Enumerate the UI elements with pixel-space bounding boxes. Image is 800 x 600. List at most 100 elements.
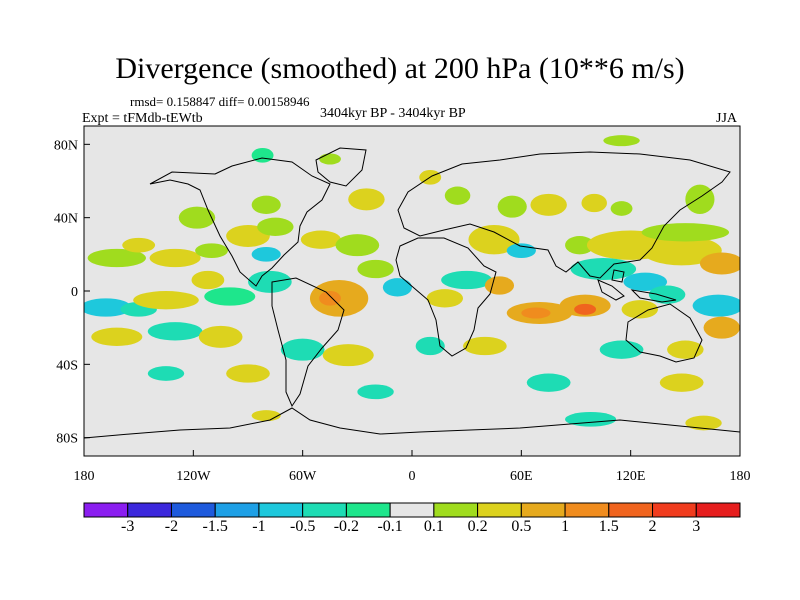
field-patch bbox=[226, 364, 270, 383]
colorbar-label: 3 bbox=[692, 518, 701, 535]
period-label: 3404kyr BP - 3404kyr BP bbox=[320, 106, 466, 121]
colorbar-swatch bbox=[433, 502, 479, 518]
field-patch bbox=[251, 247, 281, 262]
colorbar-label: 0.1 bbox=[423, 518, 444, 535]
field-patch bbox=[659, 373, 704, 392]
field-patch bbox=[692, 294, 740, 317]
colorbar-swatch bbox=[127, 502, 172, 518]
field-patch bbox=[319, 153, 341, 165]
field-patch bbox=[565, 236, 595, 255]
colorbar-swatch bbox=[477, 502, 522, 518]
field-patch bbox=[178, 206, 216, 229]
lon-tick-label: 180 bbox=[74, 469, 95, 484]
plot-title: Divergence (smoothed) at 200 hPa (10**6 … bbox=[115, 52, 685, 85]
field-patch bbox=[703, 316, 740, 339]
field-patch bbox=[133, 291, 199, 310]
experiment-label: Expt = tFMdb-tEWtb bbox=[82, 111, 203, 126]
field-patch bbox=[251, 148, 274, 163]
lon-tick-label: 60W bbox=[289, 469, 317, 484]
map-background bbox=[84, 126, 740, 456]
field-patch bbox=[147, 322, 203, 341]
field-patch bbox=[484, 276, 515, 295]
field-patch bbox=[468, 225, 520, 255]
coast-greenland bbox=[315, 147, 367, 187]
field-patch bbox=[685, 184, 715, 214]
field-patch bbox=[191, 270, 225, 290]
lat-tick-label: 40N bbox=[54, 212, 78, 227]
field-patch bbox=[641, 236, 722, 266]
field-patch bbox=[322, 344, 374, 367]
lat-tick-label: 80N bbox=[54, 138, 78, 153]
field-patch bbox=[198, 325, 243, 348]
coast-maritime-continent bbox=[597, 269, 677, 303]
colorbar-swatch bbox=[520, 502, 566, 518]
field-patch bbox=[648, 285, 686, 304]
field-patch bbox=[87, 248, 146, 268]
field-patch bbox=[506, 243, 536, 258]
field-patch bbox=[195, 243, 228, 258]
field-patch bbox=[348, 188, 385, 211]
field-patch bbox=[257, 217, 294, 236]
lat-axis: 80N 40N 0 40S 80S bbox=[54, 138, 90, 447]
field-patch bbox=[623, 272, 668, 292]
field-patch bbox=[280, 338, 325, 361]
colorbar-swatch bbox=[695, 502, 741, 518]
colorbar-label: -1 bbox=[252, 518, 266, 535]
colorbar-label: 2 bbox=[648, 518, 657, 535]
field-patch bbox=[581, 193, 607, 213]
lat-tick-label: 0 bbox=[71, 285, 78, 300]
colorbar-label: -2 bbox=[164, 518, 179, 535]
colorbar bbox=[83, 502, 741, 518]
field-patch bbox=[248, 270, 292, 293]
field-patch bbox=[357, 259, 394, 279]
coast-africa bbox=[395, 237, 497, 357]
colorbar-swatch bbox=[170, 502, 216, 518]
colorbar-label: 1.5 bbox=[598, 518, 619, 535]
colorbar-swatch bbox=[302, 502, 347, 518]
colorbar-label: -0.2 bbox=[333, 518, 360, 535]
coastlines bbox=[84, 147, 740, 439]
plot-area: 80N 40N 0 40S 80S 180 120W 60W 0 60E 120E 180 bbox=[54, 125, 751, 484]
field-patch bbox=[526, 373, 571, 392]
field-patch bbox=[251, 195, 281, 214]
field-patch bbox=[426, 289, 464, 308]
field-patch bbox=[149, 248, 201, 268]
field-patch bbox=[204, 287, 256, 306]
field-patch bbox=[147, 366, 185, 381]
lon-tick-label: 60E bbox=[510, 469, 533, 484]
field-patch bbox=[530, 193, 567, 216]
field-patch bbox=[610, 201, 633, 216]
field-patch bbox=[444, 186, 471, 205]
field-patch bbox=[382, 278, 412, 297]
field-patch bbox=[251, 410, 281, 422]
lon-axis: 180 120W 60W 0 60E 120E 180 bbox=[74, 450, 751, 484]
lon-tick-label: 0 bbox=[409, 469, 416, 484]
field-patch bbox=[521, 307, 551, 319]
field-patch bbox=[621, 300, 658, 319]
colorbar-label: -3 bbox=[121, 518, 135, 535]
field-patch bbox=[641, 223, 730, 242]
coast-australia bbox=[625, 303, 703, 363]
field-patch bbox=[122, 237, 156, 253]
stats-label: rmsd= 0.158847 diff= 0.00158946 bbox=[130, 94, 310, 109]
colorbar-swatch bbox=[345, 502, 391, 518]
field-patch bbox=[463, 336, 507, 356]
colorbar-label: 0.2 bbox=[467, 518, 488, 535]
coast-north-america bbox=[149, 157, 331, 287]
field-patch bbox=[565, 412, 617, 427]
season-label: JJA bbox=[716, 111, 738, 126]
field-patch bbox=[574, 303, 597, 315]
colorbar-swatch bbox=[389, 502, 435, 518]
coast-south-america bbox=[271, 277, 345, 408]
colorbar-label: 0.5 bbox=[511, 518, 532, 535]
colorbar-label: -1.5 bbox=[202, 518, 228, 535]
field-patch bbox=[84, 298, 132, 317]
colorbar-swatch bbox=[258, 502, 304, 518]
field-patch bbox=[91, 327, 143, 347]
field-patch bbox=[357, 384, 394, 400]
coast-eurasia bbox=[397, 151, 731, 279]
colorbar-label: -0.1 bbox=[377, 518, 403, 535]
colorbar-swatch bbox=[214, 502, 260, 518]
field-patch bbox=[300, 230, 341, 249]
